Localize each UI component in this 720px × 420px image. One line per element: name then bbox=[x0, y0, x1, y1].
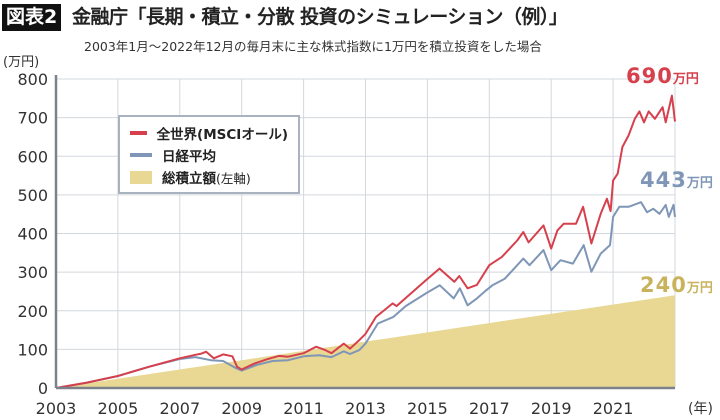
y-tick-label: 0 bbox=[38, 379, 48, 398]
x-tick-label: 2007 bbox=[159, 399, 200, 418]
y-tick-label: 800 bbox=[17, 70, 48, 89]
legend-label: 総積立額 bbox=[162, 171, 216, 187]
series-line-world bbox=[55, 94, 676, 389]
end-label-nikkei: 443万円 bbox=[640, 168, 713, 192]
x-tick-label: 2017 bbox=[469, 399, 510, 418]
legend-swatch-cumulative bbox=[130, 170, 152, 184]
y-tick-label: 300 bbox=[17, 263, 48, 282]
y-tick-label: 200 bbox=[17, 302, 48, 321]
x-axis-unit: (年) bbox=[688, 401, 713, 417]
figure-badge: 図表2 bbox=[2, 4, 62, 31]
x-tick-label: 2021 bbox=[593, 399, 634, 418]
legend-swatch-world bbox=[130, 131, 147, 135]
x-tick-label: 2015 bbox=[407, 399, 448, 418]
legend-item-world: 全世界(MSCIオール) bbox=[130, 122, 288, 144]
legend-item-cumulative: 総積立額 (左軸) bbox=[130, 166, 288, 188]
x-tick-label: 2005 bbox=[98, 399, 139, 418]
legend-swatch-nikkei bbox=[130, 153, 152, 157]
y-tick-label: 700 bbox=[17, 109, 48, 128]
x-tick-label: 2019 bbox=[531, 399, 572, 418]
y-tick-label: 500 bbox=[17, 186, 48, 205]
chart-title: 金融庁「長期・積立・分散 投資のシミュレーション（例）」 bbox=[72, 6, 568, 28]
end-label-cumulative: 240万円 bbox=[640, 273, 713, 297]
area-cumulative bbox=[56, 295, 675, 388]
y-tick-label: 400 bbox=[17, 225, 48, 244]
x-tick-label: 2013 bbox=[345, 399, 386, 418]
legend-item-nikkei: 日経平均 bbox=[130, 144, 288, 166]
chart-subtitle: 2003年1月〜2022年12月の毎月末に主な株式指数に1万円を積立投資をした場… bbox=[84, 39, 542, 54]
x-tick-label: 2009 bbox=[221, 399, 262, 418]
legend-label: 日経平均 bbox=[162, 149, 216, 165]
end-label-world: 690万円 bbox=[626, 64, 699, 88]
x-tick-label: 2011 bbox=[283, 399, 324, 418]
legend-label: 全世界(MSCIオール) bbox=[156, 127, 288, 143]
y-axis-unit: (万円) bbox=[3, 55, 40, 70]
x-tick-label: 2003 bbox=[36, 399, 77, 418]
series-line-nikkei bbox=[55, 201, 676, 389]
y-tick-label: 600 bbox=[17, 147, 48, 166]
legend: 全世界(MSCIオール) 日経平均 総積立額 (左軸) bbox=[118, 115, 300, 194]
legend-label-suffix: (左軸) bbox=[216, 170, 251, 186]
y-tick-label: 100 bbox=[17, 340, 48, 359]
